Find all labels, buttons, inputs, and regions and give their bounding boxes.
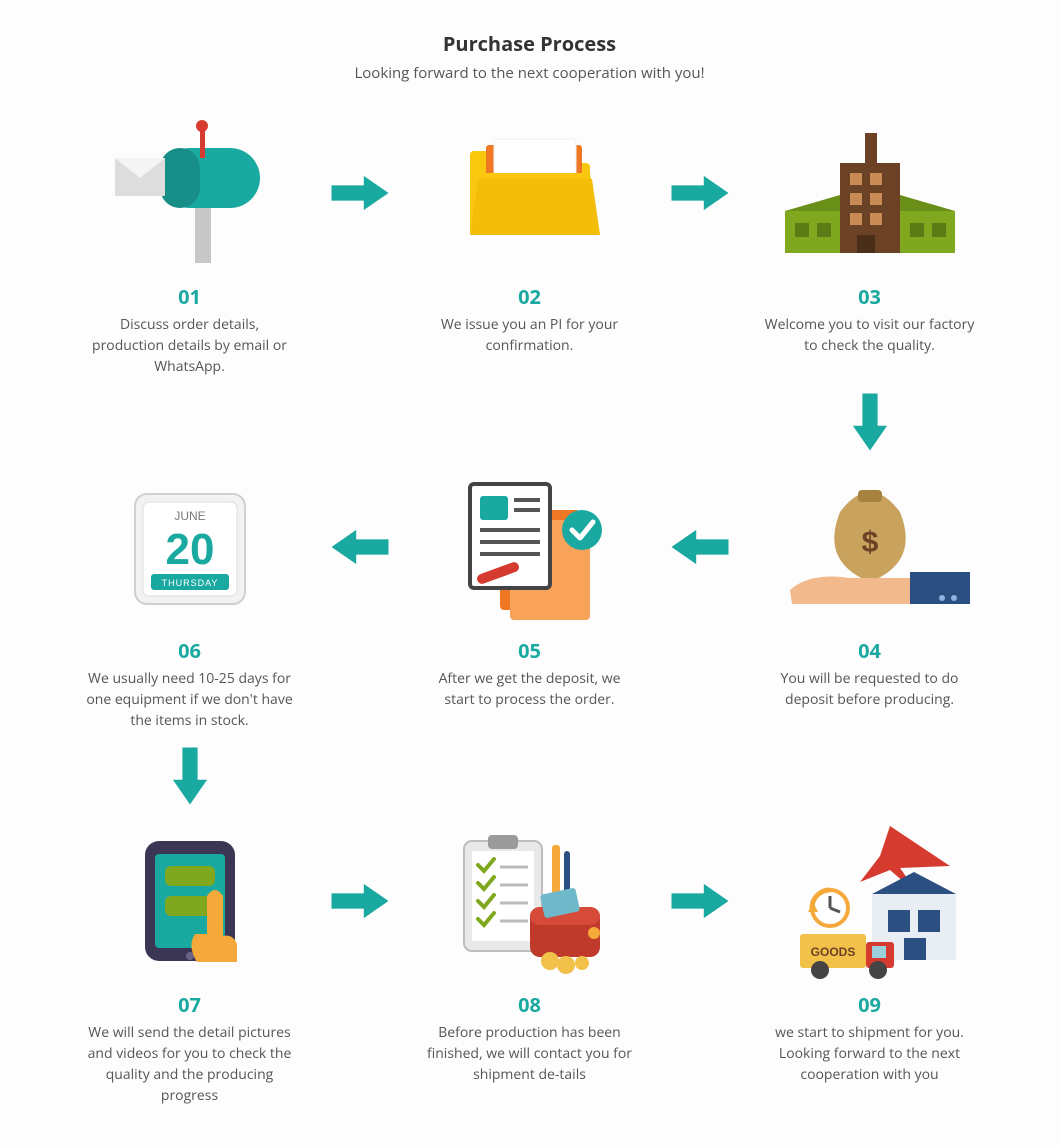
- step-number: 03: [858, 283, 881, 310]
- step-desc: Before production has been finished, we …: [420, 1022, 640, 1085]
- step-desc: Welcome you to visit our factory to chec…: [760, 314, 980, 356]
- calendar-month: JUNE: [174, 509, 205, 523]
- svg-text:$: $: [861, 526, 878, 559]
- arrow-right-icon: [640, 821, 760, 981]
- step-number: 05: [518, 637, 541, 664]
- step-03: 03 Welcome you to visit our factory to c…: [760, 113, 980, 356]
- step-number: 02: [518, 283, 541, 310]
- calendar-weekday: THURSDAY: [161, 578, 218, 588]
- step-05: 05 After we get the deposit, we start to…: [420, 467, 640, 710]
- step-09: GOODS 09 we start to shipment for you. L…: [760, 821, 980, 1085]
- purchase-process-infographic: Purchase Process Looking forward to the …: [30, 0, 1030, 1146]
- step-desc: After we get the deposit, we start to pr…: [420, 668, 640, 710]
- step-02: 02 We issue you an PI for your confirmat…: [420, 113, 640, 356]
- step-number: 07: [178, 991, 201, 1018]
- arrow-right-icon: [300, 113, 420, 273]
- step-07: 07 We will send the detail pictures and …: [80, 821, 300, 1106]
- step-desc: we start to shipment for you. Looking fo…: [760, 1022, 980, 1085]
- money-hand-icon: $: [770, 467, 970, 627]
- calendar-icon: JUNE 20 THURSDAY: [115, 467, 265, 627]
- calendar-day: 20: [165, 525, 214, 574]
- factory-icon: [775, 113, 965, 273]
- shipping-icon: GOODS: [770, 821, 970, 981]
- folder-icon: [450, 113, 610, 273]
- step-06: JUNE 20 THURSDAY 06 We usually need 10-2…: [80, 467, 300, 731]
- step-01: 01 Discuss order details, production det…: [80, 113, 300, 377]
- step-number: 01: [178, 283, 201, 310]
- step-04: $ 04 You will be requested to do deposit…: [760, 467, 980, 710]
- step-desc: Discuss order details, production detail…: [80, 314, 300, 377]
- truck-label: GOODS: [810, 945, 855, 959]
- checklist-wallet-icon: [440, 821, 620, 981]
- document-check-icon: [440, 467, 620, 627]
- step-desc: We usually need 10-25 days for one equip…: [80, 668, 300, 731]
- step-desc: We will send the detail pictures and vid…: [80, 1022, 300, 1106]
- mailbox-icon: [105, 113, 275, 273]
- arrow-right-icon: [640, 113, 760, 273]
- step-desc: We issue you an PI for your confirmation…: [420, 314, 640, 356]
- arrow-left-icon: [640, 467, 760, 627]
- process-grid: 01 Discuss order details, production det…: [30, 113, 1030, 1106]
- arrow-left-icon: [300, 467, 420, 627]
- step-number: 04: [858, 637, 881, 664]
- step-08: 08 Before production has been finished, …: [420, 821, 640, 1085]
- page-subtitle: Looking forward to the next cooperation …: [30, 63, 1030, 83]
- step-desc: You will be requested to do deposit befo…: [760, 668, 980, 710]
- arrow-right-icon: [300, 821, 420, 981]
- step-number: 06: [178, 637, 201, 664]
- arrow-down-icon: [80, 741, 300, 811]
- arrow-down-icon: [760, 387, 980, 457]
- step-number: 08: [518, 991, 541, 1018]
- step-number: 09: [858, 991, 881, 1018]
- tablet-touch-icon: [115, 821, 265, 981]
- page-title: Purchase Process: [30, 30, 1030, 57]
